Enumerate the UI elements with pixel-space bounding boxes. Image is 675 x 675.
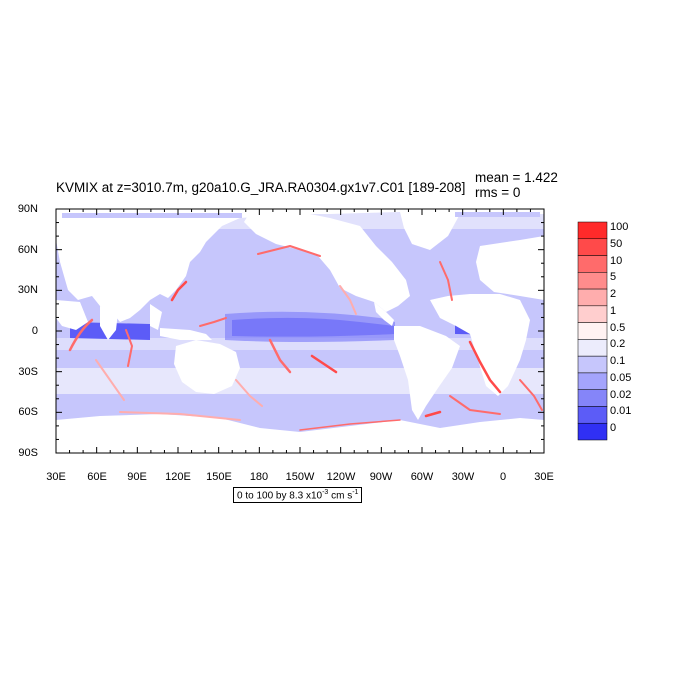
highlight-epr (310, 354, 338, 374)
labelbar-box (577, 221, 608, 240)
equatorial-pacific-band-outer (225, 311, 395, 342)
labelbar-box (577, 422, 608, 441)
lat-label-eq: 0 (31, 325, 38, 337)
labelbar-box (577, 255, 608, 273)
lon-label-180: 180 (249, 471, 269, 483)
highlight-aleutian (257, 245, 321, 257)
labelbar-label: 10 (610, 254, 623, 267)
land-north-america (244, 209, 410, 312)
highlight-se-atlantic (519, 379, 543, 411)
lon-label-150e: 150E (206, 471, 232, 483)
labelbar-label: 5 (610, 271, 617, 284)
labelbar-label: 0.01 (610, 405, 632, 418)
stats-box: mean = 1.422 rms = 0 (475, 170, 558, 200)
land-south-america (394, 326, 460, 420)
lon-label-90e: 90E (127, 471, 147, 483)
highlight-antarctic-coast (299, 419, 401, 431)
lat-label-60n: 60N (17, 244, 38, 256)
highlight-bay (125, 329, 133, 367)
labelbar-box (577, 305, 608, 323)
arctic-ocean-strip-2 (455, 212, 540, 217)
lon-label-150w: 150W (285, 471, 315, 483)
land-europe (476, 236, 544, 300)
southern-ocean-light-band (56, 368, 544, 394)
labelbar-label: 2 (610, 288, 617, 301)
labelbar-box (577, 355, 608, 374)
land-asia (56, 209, 330, 322)
mean-value: mean = 1.422 (475, 170, 558, 185)
axis-ticks (55, 208, 545, 454)
lon-label-60w: 60W (410, 471, 434, 483)
lat-label-90n: 90N (17, 203, 38, 215)
land-masses (56, 209, 544, 453)
land-greenland (400, 210, 460, 250)
labelbar-box (577, 288, 608, 307)
labelbar-box (577, 406, 608, 424)
lon-label-120e: 120E (165, 471, 191, 483)
highlight-nz (235, 379, 263, 407)
lat-label-90s: 90S (18, 447, 38, 459)
labelbar-label: 0 (610, 422, 617, 435)
lat-label-30s: 30S (18, 366, 38, 378)
highlight-drake (424, 410, 442, 418)
labelbar-label: 0.2 (610, 338, 626, 351)
highlight-north-pacific (339, 285, 357, 315)
labelbar-label: 50 (610, 237, 623, 250)
highlight-indonesia (199, 317, 227, 327)
highlight-indian-west (68, 318, 94, 352)
highlight-southern (119, 411, 241, 421)
labelbar-label: 0.02 (610, 388, 632, 401)
land-africa (430, 294, 530, 396)
lon-label-30w: 30W (451, 471, 475, 483)
highlight-west-pacific (170, 280, 188, 302)
highlight-tonga (268, 338, 292, 374)
land-india (100, 306, 118, 340)
land-antarctica (56, 414, 544, 453)
lon-label-120w: 120W (326, 471, 356, 483)
boundary-highlights (68, 245, 543, 431)
rms-value: rms = 0 (475, 185, 521, 200)
units-exp1: -3 (322, 489, 329, 496)
plot-title: KVMIX at z=3010.7m, g20a10.G_JRA.RA0304.… (56, 180, 466, 195)
land-se-asia (150, 304, 162, 330)
lon-label-0: 0 (499, 471, 507, 483)
lon-label-30e: 30E (46, 471, 66, 483)
arctic-ocean-strip (62, 213, 242, 218)
highlight-mid-atlantic-n (439, 261, 453, 301)
labelbar-label: 1 (610, 304, 617, 317)
lon-label-60e: 60E (87, 471, 107, 483)
labelbar-label: 0.1 (610, 355, 626, 368)
labelbar-label: 0.05 (610, 371, 632, 384)
units-exp2: -1 (352, 489, 359, 496)
lon-label-90w: 90W (369, 471, 393, 483)
labelbar-box (577, 339, 608, 357)
lat-label-60s: 60S (18, 406, 38, 418)
units-mid: cm s (328, 490, 353, 502)
land-central-america (374, 302, 394, 326)
highlight-indian-ridge (95, 359, 125, 401)
highlight-south-atlantic (449, 395, 501, 415)
units-label: 0 to 100 by 8.3 x10-3 cm s-1 (233, 487, 363, 504)
highlight-mid-atlantic (468, 340, 502, 394)
land-australia (174, 340, 240, 394)
labelbar-box (577, 372, 608, 390)
land-indonesia (160, 328, 212, 340)
labelbar-label: 100 (610, 221, 629, 233)
lat-label-30n: 30N (17, 284, 38, 296)
labelbar-box (577, 272, 608, 290)
land-arabia (56, 300, 88, 330)
lon-label-30e-end: 30E (534, 471, 554, 483)
units-prefix: 0 to 100 by 8.3 x10 (237, 490, 323, 502)
labelbar-box (577, 238, 608, 256)
labelbar-box (577, 322, 608, 340)
labelbar-box (577, 389, 608, 407)
labelbar-label: 0.5 (610, 321, 626, 334)
labelbar (577, 221, 608, 441)
